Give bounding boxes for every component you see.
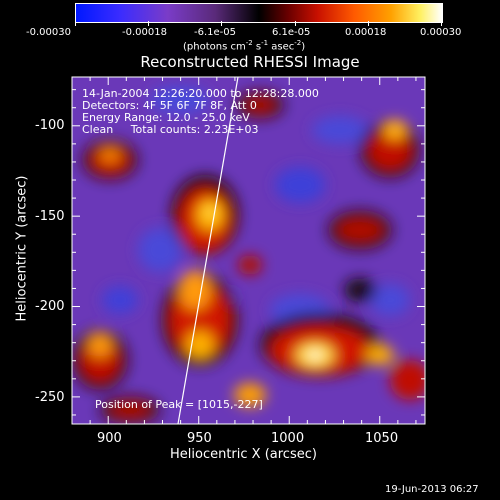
colorbar-tick-label: 6.1e-05 <box>272 27 311 38</box>
y-tick-label: -250 <box>35 390 65 405</box>
colorbar-tick-label: -6.1e-05 <box>194 27 236 38</box>
total-counts-label: Clean Total counts: 2.23E+03 <box>82 123 259 136</box>
solar-limb-line <box>177 77 239 424</box>
energy-range-label: Energy Range: 12.0 - 25.0 keV <box>82 111 250 124</box>
colorbar-tick-label: 0.00018 <box>345 27 387 38</box>
colorbar-tick-marks <box>75 21 443 26</box>
plot-frame <box>71 76 426 425</box>
colorbar-tick-label: 0.00030 <box>420 27 462 38</box>
colorbar <box>75 3 443 23</box>
x-axis-label: Heliocentric X (arcsec) <box>170 447 317 462</box>
time-range-label: 14-Jan-2004 12:26:20.000 to 12:28:28.000 <box>82 87 319 100</box>
image-area <box>72 77 425 424</box>
colorbar-tick-label: -0.00018 <box>122 27 167 38</box>
y-tick-label: -200 <box>35 299 65 314</box>
axis-ticks <box>71 77 425 424</box>
plot-title: Reconstructed RHESSI Image <box>140 53 360 71</box>
x-tick-label: 950 <box>187 431 212 446</box>
y-axis-label: Heliocentric Y (arcsec) <box>14 175 30 322</box>
colorbar-units: (photons cm-2 s-1 asec-2) <box>183 39 306 53</box>
y-tick-label: -100 <box>35 118 65 133</box>
detectors-label: Detectors: 4F 5F 6F 7F 8F, Att 0 <box>82 99 257 112</box>
x-tick-label: 1000 <box>271 431 305 446</box>
generation-timestamp: 19-Jun-2013 06:27 <box>385 484 479 495</box>
y-tick-label: -150 <box>35 209 65 224</box>
x-tick-label: 900 <box>97 431 122 446</box>
x-tick-label: 1050 <box>365 431 399 446</box>
colorbar-tick-label: -0.00030 <box>26 27 71 38</box>
peak-position-label: Position of Peak = [1015,-227] <box>95 398 263 411</box>
